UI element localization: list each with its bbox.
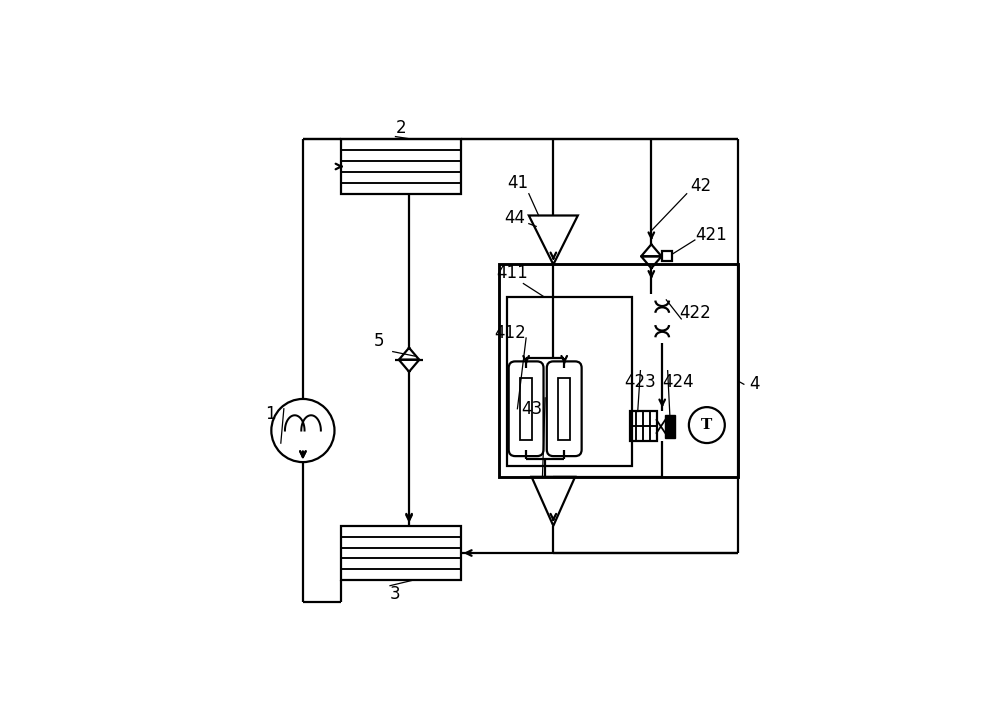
Text: 4: 4 (750, 375, 760, 393)
Bar (662, 252, 672, 261)
Text: 42: 42 (690, 177, 711, 194)
Text: 44: 44 (505, 209, 526, 227)
Text: 5: 5 (374, 332, 384, 350)
Text: 43: 43 (521, 399, 542, 418)
Bar (558, 378, 570, 440)
Bar (520, 378, 532, 440)
Text: 424: 424 (663, 373, 694, 390)
Bar (341, 139, 461, 194)
Text: T: T (701, 418, 712, 432)
Bar (499, 264, 738, 477)
Text: 421: 421 (695, 226, 727, 243)
Text: 2: 2 (396, 119, 406, 137)
Bar (341, 526, 461, 580)
Bar (630, 411, 657, 441)
Text: 412: 412 (494, 324, 526, 341)
Text: 3: 3 (390, 585, 401, 603)
Text: 422: 422 (679, 305, 711, 322)
Text: 411: 411 (497, 264, 528, 281)
Bar (665, 415, 675, 438)
Text: 1: 1 (265, 405, 276, 423)
Bar (507, 297, 632, 466)
Text: 41: 41 (507, 174, 529, 192)
Text: 423: 423 (625, 373, 656, 390)
